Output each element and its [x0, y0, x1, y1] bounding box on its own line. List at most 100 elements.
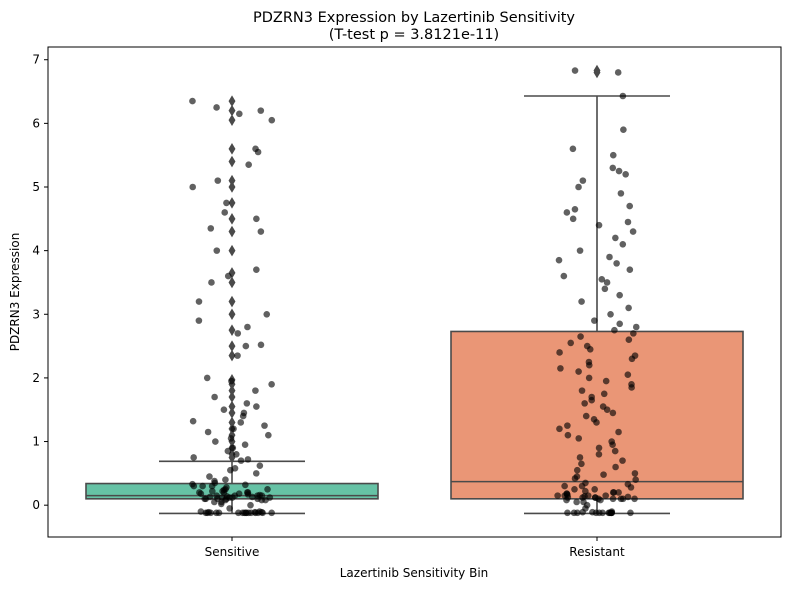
x-axis: Sensitive Resistant	[205, 537, 625, 559]
data-point	[242, 342, 250, 350]
flier-marker	[228, 400, 236, 413]
data-point	[213, 492, 220, 499]
data-point	[581, 400, 588, 407]
data-point	[631, 352, 639, 359]
data-point	[554, 492, 561, 499]
data-point	[268, 509, 275, 517]
data-point	[601, 285, 609, 293]
data-point	[619, 92, 627, 100]
data-point	[619, 240, 627, 248]
data-point	[256, 462, 264, 470]
data-point	[624, 371, 632, 379]
data-point	[208, 279, 215, 286]
data-point	[603, 279, 611, 286]
data-point	[244, 456, 252, 463]
data-point	[195, 298, 203, 305]
y-tick-label: 4	[32, 244, 40, 258]
data-point	[266, 494, 274, 501]
data-point	[602, 377, 610, 385]
plot-frame	[47, 46, 782, 538]
data-point	[588, 393, 595, 401]
data-point	[265, 431, 272, 439]
flier-marker	[228, 391, 236, 403]
data-point	[256, 491, 264, 499]
data-point	[204, 428, 212, 436]
data-point	[237, 457, 245, 464]
data-point	[252, 470, 260, 477]
y-tick-label: 7	[32, 53, 40, 67]
flier-marker	[228, 276, 236, 289]
data-point	[256, 508, 263, 515]
flier-marker	[228, 95, 236, 107]
data-point	[589, 508, 596, 516]
box-iqr	[450, 330, 744, 500]
data-point	[556, 425, 563, 433]
y-tick-label: 0	[32, 498, 40, 512]
flier-marker	[228, 181, 236, 193]
data-point	[571, 485, 578, 493]
data-point	[598, 275, 606, 283]
data-point	[608, 508, 616, 515]
data-point	[582, 487, 589, 495]
data-point	[571, 205, 579, 213]
data-point	[212, 438, 219, 445]
data-point	[268, 380, 275, 388]
data-point	[189, 97, 196, 105]
data-point	[195, 317, 203, 324]
data-point	[631, 470, 639, 477]
data-point	[590, 415, 598, 423]
flier-marker	[228, 340, 236, 352]
data-point	[213, 104, 220, 111]
data-point	[555, 256, 563, 264]
data-point	[575, 435, 583, 442]
data-point	[205, 508, 213, 516]
x-tick-label-sensitive: Sensitive	[205, 545, 260, 559]
data-point	[609, 495, 617, 503]
data-point	[616, 320, 624, 328]
data-point	[576, 454, 584, 461]
data-point	[235, 490, 243, 498]
y-tick-label: 1	[32, 435, 40, 449]
y-axis: 0 1 2 3 4 5 6 7	[32, 53, 48, 512]
data-point	[619, 457, 626, 464]
data-point	[257, 228, 265, 235]
data-point	[234, 352, 241, 359]
flier-marker	[228, 143, 236, 155]
flier-marker	[593, 64, 601, 77]
data-point	[557, 365, 564, 372]
data-point	[609, 489, 617, 496]
data-point	[236, 110, 243, 118]
flier-marker	[228, 295, 236, 308]
data-point	[223, 199, 230, 207]
box-resistant	[450, 64, 744, 515]
data-point	[585, 358, 593, 366]
data-point	[237, 419, 245, 426]
data-point	[595, 444, 603, 452]
data-point	[631, 495, 638, 503]
data-point	[575, 368, 582, 375]
data-point	[567, 339, 575, 347]
data-point	[203, 374, 211, 382]
data-point	[224, 447, 232, 455]
data-point	[583, 342, 591, 350]
data-point	[628, 380, 635, 388]
data-point	[620, 126, 627, 134]
data-point	[244, 323, 251, 331]
data-point	[242, 481, 249, 489]
data-point	[606, 253, 613, 261]
data-point	[578, 460, 585, 468]
chart-title: PDZRN3 Expression by Lazertinib Sensitiv…	[253, 10, 575, 26]
flier-marker	[228, 104, 236, 117]
data-point	[624, 218, 632, 226]
data-point	[201, 495, 208, 503]
data-point	[578, 387, 586, 394]
flier-marker	[228, 155, 236, 168]
x-tick-label-resistant: Resistant	[569, 545, 625, 559]
data-point	[253, 266, 260, 274]
flier-marker	[228, 324, 236, 336]
data-point	[189, 480, 196, 488]
data-point	[573, 473, 581, 480]
y-tick-label: 5	[32, 180, 40, 194]
data-point	[626, 202, 633, 210]
data-point	[560, 272, 568, 280]
